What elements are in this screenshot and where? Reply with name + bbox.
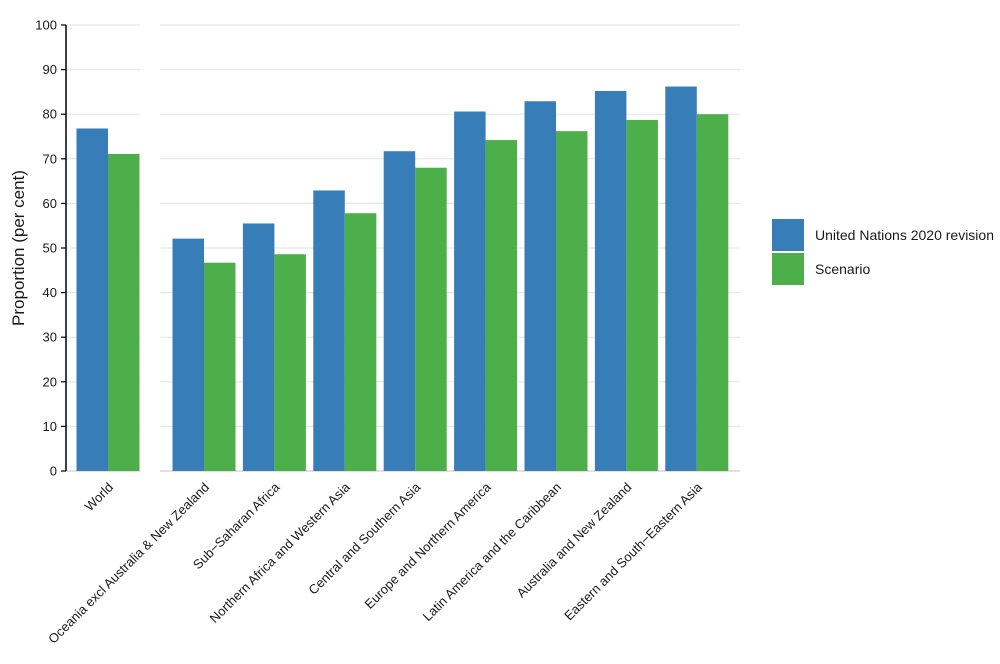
x-tick-label: Northern Africa and Western Asia [207,479,354,626]
y-axis-title: Proportion (per cent) [9,170,28,326]
x-tick-label: Oceania excl Australia & New Zealand [45,480,212,647]
bar-scenario [344,213,377,471]
bar-un-2020 [242,223,275,471]
legend: United Nations 2020 revision Scenario [772,219,994,285]
x-tick-label: Central and Southern Asia [305,479,423,597]
bar-scenario [415,167,447,471]
bar-un-2020 [454,111,486,472]
y-tick-label: 50 [43,241,57,256]
y-tick-label: 70 [43,151,57,166]
legend-label: United Nations 2020 revision [815,227,994,243]
legend-swatch [772,253,804,285]
x-tick-label: World [82,480,116,514]
bar-scenario [626,119,658,472]
y-tick-label: 100 [35,18,57,33]
bar-scenario [274,254,306,471]
y-tick-label: 30 [43,330,57,345]
y-tick-label: 0 [50,464,57,479]
bar-scenario [204,262,236,471]
y-tick-label: 20 [43,374,57,389]
y-tick-labels: 0 10 20 30 40 50 60 70 80 90 100 [35,18,57,479]
x-tick-label: Eastern and South−Eastern Asia [561,479,705,623]
bar-scenario [696,114,729,471]
bar-un-2020 [594,91,627,472]
y-tick-label: 60 [43,196,57,211]
y-tick-label: 90 [43,62,57,77]
bar-un-2020 [313,190,345,471]
bars [76,86,729,472]
bar-un-2020 [665,86,697,471]
bar-scenario [556,131,588,471]
y-tick-label: 10 [43,419,57,434]
bar-un-2020 [76,128,108,472]
bar-scenario [108,153,140,472]
x-tick-label: Europe and Northern America [362,479,495,612]
y-tick-label: 80 [43,107,57,122]
x-tick-label: Latin America and the Caribbean [420,480,565,625]
y-tick-label: 40 [43,285,57,300]
bar-un-2020 [524,101,556,472]
bar-un-2020 [383,151,416,471]
x-tick-label: Australia and New Zealand [514,480,635,601]
legend-label: Scenario [815,261,870,277]
legend-swatch [772,219,804,251]
y-axis [61,24,67,472]
bar-un-2020 [172,238,204,471]
bar-scenario [485,140,518,471]
